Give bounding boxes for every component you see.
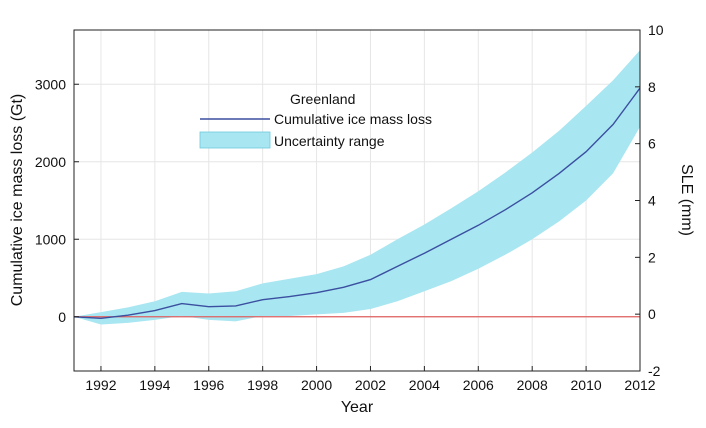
y2-tick-label: 2 [648,249,656,265]
series-group [73,87,641,320]
x-tick-label: 1998 [247,377,278,393]
y2-tick-label: 4 [648,193,656,209]
x-tick-label: 1992 [85,377,116,393]
y2-tick-label: -2 [648,363,661,379]
y2-tick-label: 8 [648,79,656,95]
y-ticks: 0 1000 2000 3000 [35,76,79,325]
x-tick-label: 2006 [463,377,494,393]
y-tick-label: 1000 [35,231,66,247]
y-tick-label: 2000 [35,154,66,170]
x-tick-label: 2000 [301,377,332,393]
y-tick-label: 3000 [35,76,66,92]
legend-title: Greenland [290,91,355,107]
legend-label-line: Cumulative ice mass loss [274,111,432,127]
y2-tick-label: 0 [648,306,656,322]
x-tick-label: 2004 [409,377,440,393]
x-axis-title: Year [341,399,374,416]
y2-tick-label: 6 [648,136,656,152]
uncertainty-band [74,50,640,325]
x-ticks: 1992 1994 1996 1998 2000 2002 2004 2006 2008 2010… [85,366,656,393]
x-tick-label: 1996 [193,377,224,393]
x-tick-label: 2012 [624,377,655,393]
x-tick-label: 2010 [571,377,602,393]
y2-ticks: -2 0 2 4 6 8 10 [635,22,664,379]
legend-area-swatch [199,131,271,149]
legend: Greenland Cumulative ice mass loss Uncer… [199,91,432,149]
series-line-cumulative-ice-mass-loss [73,87,641,320]
legend-label-area: Uncertainty range [274,133,385,149]
x-tick-label: 2002 [355,377,386,393]
y2-axis-title: SLE (mm) [678,164,695,236]
x-tick-label: 2008 [517,377,548,393]
uncertainty-band-group [74,50,640,325]
y-tick-label: 0 [58,309,66,325]
y-axis-title: Cumulative ice mass loss (Gt) [9,94,26,307]
x-tick-label: 1994 [139,377,170,393]
y2-tick-label: 10 [648,22,664,38]
